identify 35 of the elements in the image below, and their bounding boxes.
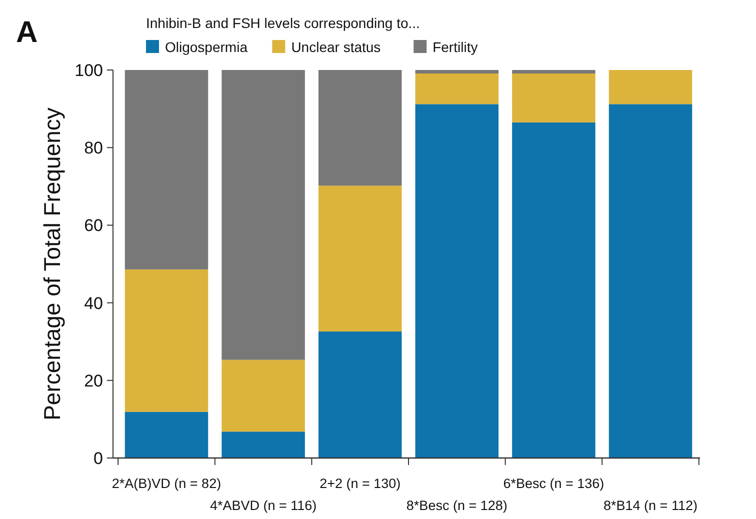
bar [415, 104, 499, 458]
y-axis-title: Percentage of Total Frequency [39, 107, 65, 420]
text: A [16, 16, 38, 49]
legend-label: Fertility [432, 39, 478, 55]
bar [512, 73, 596, 122]
y-tick-label: 100 [74, 60, 103, 80]
bar [222, 70, 305, 360]
legend-label: Oligospermia [165, 39, 248, 55]
bar [124, 70, 208, 270]
x-tick-label: 8*Besc (n = 128) [406, 498, 508, 513]
x-tick-label: 6*Besc (n = 136) [503, 476, 604, 491]
x-tick-label: 2*A(B)VD (n = 82) [112, 476, 222, 491]
x-tick-label: 4*ABVD (n = 116) [210, 498, 317, 513]
y-tick-label: 80 [84, 138, 103, 158]
legend-label: Unclear status [291, 39, 381, 55]
x-tick-label: 8*B14 (n = 112) [604, 498, 698, 513]
bar [124, 269, 208, 412]
bar [124, 412, 208, 458]
bar [222, 360, 305, 432]
bar [512, 70, 596, 74]
bar [318, 186, 402, 332]
bar [415, 73, 499, 104]
y-tick-label: 40 [84, 294, 103, 313]
y-tick-label: 60 [84, 216, 103, 236]
bar [415, 70, 499, 74]
bar [222, 432, 305, 458]
bar [608, 104, 692, 458]
bar [512, 122, 596, 458]
y-tick-label: 20 [84, 371, 103, 390]
bar [608, 70, 692, 104]
legend-title: Inhibin-B and FSH levels corresponding to... [146, 15, 420, 31]
y-tick-label: 0 [94, 448, 103, 468]
bar [318, 70, 402, 186]
x-tick-label: 2+2 (n = 130) [320, 476, 401, 491]
bar [318, 332, 402, 458]
